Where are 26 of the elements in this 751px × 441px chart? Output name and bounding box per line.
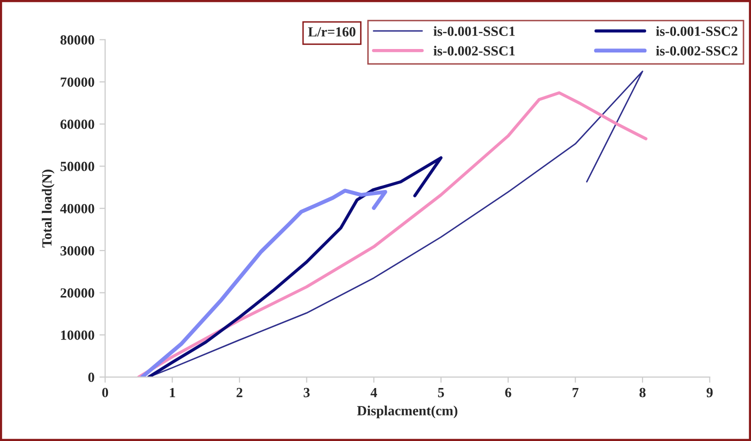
x-tick-label: 5 — [438, 388, 444, 398]
y-tick-label: 20000 — [60, 288, 94, 298]
x-tick-label: 2 — [236, 388, 242, 398]
text: L/r=160 — [308, 27, 356, 37]
y-tick-label: 40000 — [60, 204, 94, 214]
legend-label: is-0.001-SSC2 — [656, 26, 738, 36]
y-tick-label: 50000 — [60, 162, 94, 172]
x-tick-label: 1 — [170, 388, 176, 398]
legend-label: is-0.001-SSC1 — [434, 26, 515, 36]
x-tick-label: 9 — [706, 388, 713, 398]
y-tick-label: 70000 — [60, 77, 94, 87]
legend-label: is-0.002-SSC2 — [656, 46, 738, 56]
y-tick-label: 30000 — [60, 246, 94, 256]
legend-label: is-0.002-SSC1 — [434, 46, 515, 56]
y-tick-label: 10000 — [61, 330, 94, 340]
y-tick-label: 60000 — [60, 120, 94, 129]
x-tick-label: 6 — [505, 388, 512, 398]
x-tick-label: 4 — [370, 388, 378, 398]
x-tick-label: 7 — [572, 388, 578, 398]
y-tick-label: 0 — [88, 372, 94, 382]
x-tick-label: 3 — [304, 388, 310, 398]
x-tick-label: 8 — [640, 388, 646, 398]
y-tick-label: 80000 — [60, 35, 94, 45]
x-axis-title: Displacment(cm) — [357, 406, 458, 418]
y-axis-title: Total load(N) — [42, 170, 54, 248]
x-tick-label: 0 — [102, 388, 108, 398]
